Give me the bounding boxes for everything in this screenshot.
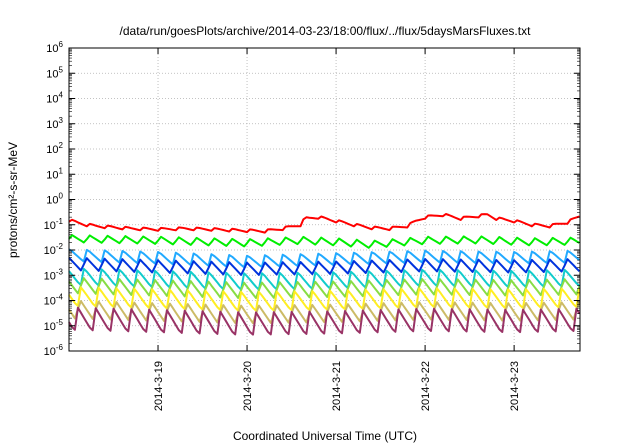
y-tick-label: 10-3 bbox=[44, 267, 64, 282]
y-tick-label: 100 bbox=[46, 192, 63, 207]
y-tick-label: 10-5 bbox=[44, 318, 64, 333]
series-line bbox=[68, 257, 581, 276]
y-tick-label: 10-4 bbox=[44, 293, 64, 308]
series-line bbox=[68, 213, 580, 234]
y-tick-label: 102 bbox=[46, 141, 63, 156]
y-axis-label: protons/cm²-s-sr-MeV bbox=[6, 142, 20, 258]
x-tick-label: 2014-3-20 bbox=[242, 361, 254, 411]
chart-title: /data/run/goesPlots/archive/2014-03-23/1… bbox=[120, 24, 532, 38]
y-tick-label: 106 bbox=[46, 40, 63, 55]
series-line bbox=[68, 277, 581, 299]
y-tick-label: 10-6 bbox=[44, 343, 64, 358]
series-line bbox=[68, 248, 581, 269]
series-line bbox=[68, 306, 581, 336]
x-tick-label: 2014-3-23 bbox=[509, 361, 521, 411]
x-tick-label: 2014-3-21 bbox=[331, 361, 343, 411]
y-tick-label: 101 bbox=[46, 166, 63, 181]
x-axis-label: Coordinated Universal Time (UTC) bbox=[233, 429, 417, 443]
y-tick-label: 105 bbox=[46, 65, 63, 80]
y-axis-ticks: 10-6 10-5 10-4 10-3 10-2 10-1 100 101 102 103 104 1… bbox=[44, 40, 580, 358]
series-line bbox=[68, 300, 581, 325]
y-tick-label: 10-2 bbox=[44, 242, 64, 257]
series-group bbox=[68, 213, 581, 336]
y-tick-label: 10-1 bbox=[44, 217, 64, 232]
x-axis-ticks: 2014-3-19 2014-3-20 2014-3-21 2014-3-22 2014… bbox=[153, 48, 521, 411]
series-line bbox=[68, 286, 581, 312]
series-line bbox=[68, 234, 580, 249]
x-tick-label: 2014-3-19 bbox=[153, 361, 165, 411]
series-line bbox=[68, 267, 581, 291]
y-tick-label: 103 bbox=[46, 116, 63, 131]
x-tick-label: 2014-3-22 bbox=[420, 361, 432, 411]
y-tick-label: 104 bbox=[46, 91, 63, 106]
